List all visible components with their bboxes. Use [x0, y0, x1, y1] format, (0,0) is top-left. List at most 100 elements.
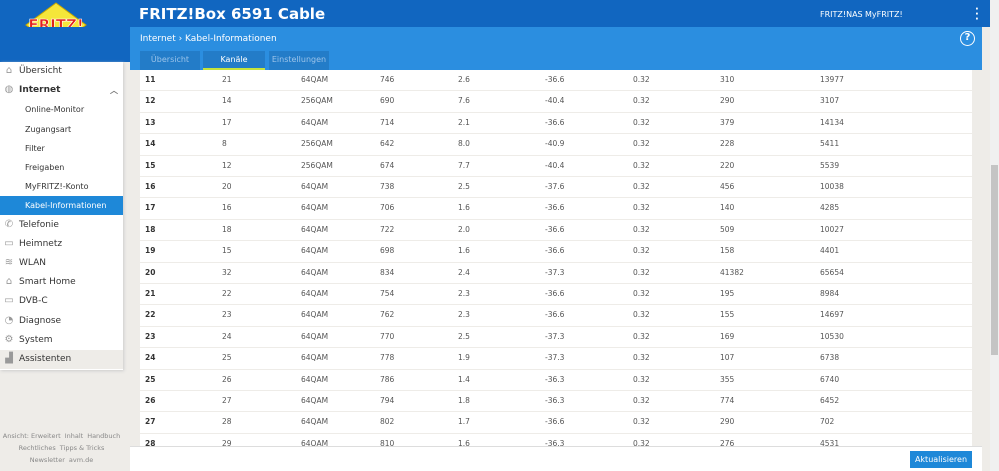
table-cell: 65654	[820, 267, 844, 277]
sidebar-item-freigaben[interactable]: Freigaben	[0, 158, 123, 177]
table-cell: 0.32	[633, 438, 650, 448]
tab-einstellungen[interactable]: Einstellungen	[269, 51, 329, 70]
table-cell: 26	[222, 374, 232, 384]
sidebar-item-internet[interactable]: ◍ Internet ︿	[0, 81, 123, 100]
table-row: 27 28 64QAM 802 1.7 -36.6 0.32 290 702	[140, 412, 972, 434]
chevron-up-icon[interactable]: ︿	[110, 86, 118, 96]
scrollbar[interactable]	[990, 0, 999, 471]
footer-link[interactable]: Tipps & Tricks	[59, 444, 105, 452]
sidebar-item-label: MyFRITZ!-Konto	[25, 182, 89, 192]
table-cell: 355	[720, 374, 735, 384]
fritznas-link[interactable]: FRITZ!NAS	[820, 10, 863, 19]
table-cell: 8984	[820, 289, 840, 298]
sidebar-item-label: Assistenten	[19, 354, 72, 364]
table-row: 25 26 64QAM 786 1.4 -36.3 0.32 355 6740	[140, 370, 972, 391]
table-cell: 2.4	[458, 267, 470, 277]
table-cell: 834	[380, 267, 395, 277]
scrollbar-thumb[interactable]	[991, 165, 998, 355]
table-row: 11 21 64QAM 746 2.6 -36.6 0.32 310 13977	[140, 70, 972, 92]
table-cell: 1.6	[458, 203, 470, 213]
footer-link[interactable]: Inhalt	[64, 432, 84, 440]
table-cell: -36.6	[545, 203, 565, 213]
table-cell: 2.6	[458, 75, 470, 84]
table-cell: 8.0	[458, 139, 470, 149]
table-cell: 15	[222, 246, 232, 256]
table-row: 17 16 64QAM 706 1.6 -36.6 0.32 140 4285	[140, 198, 972, 220]
table-cell: 64QAM	[301, 267, 329, 277]
sidebar-item-wlan[interactable]: ≋ WLAN	[0, 254, 123, 273]
table-cell: 6740	[820, 374, 840, 384]
table-cell: -36.6	[545, 75, 565, 84]
footer-link[interactable]: avm.de	[68, 456, 94, 464]
table-cell: 64QAM	[301, 246, 329, 256]
table-cell: 0.32	[633, 289, 650, 298]
table-cell: -40.4	[545, 160, 565, 170]
diagnose-icon: ◔	[4, 314, 14, 326]
sidebar-item-label: Freigaben	[25, 163, 65, 172]
tv-icon: ▭	[4, 295, 14, 307]
sidebar-item-kabel-informationen[interactable]: Kabel-Informationen	[0, 196, 123, 216]
table-cell: 20	[145, 267, 156, 277]
table-cell: -36.6	[545, 224, 565, 234]
smart-home-icon: ⌂	[5, 276, 13, 288]
table-cell: -36.6	[545, 310, 565, 320]
page-title: FRITZ!Box 6591 Cable	[139, 5, 326, 23]
table-cell: -37.6	[545, 182, 565, 191]
tab-uebersicht[interactable]: Übersicht	[140, 51, 200, 70]
sidebar-item-zugangsart[interactable]: Zugangsart	[0, 120, 123, 139]
table-cell: 23	[222, 310, 232, 320]
table-cell: 794	[380, 396, 395, 405]
table-cell: 14	[222, 96, 232, 106]
sidebar-item-filter[interactable]: Filter	[0, 139, 123, 158]
myfritz-link[interactable]: MyFRITZ!	[865, 10, 903, 19]
table-cell: 10027	[820, 224, 844, 234]
sidebar-item-label: Smart Home	[19, 277, 76, 288]
wizard-icon: ▟	[5, 353, 13, 364]
table-cell: 0.32	[633, 160, 650, 170]
help-icon[interactable]: ?	[960, 31, 975, 46]
table-cell: 28	[222, 417, 232, 427]
table-cell: 7.6	[458, 96, 470, 106]
table-cell: 674	[380, 160, 395, 170]
footer-link[interactable]: Rechtliches	[18, 444, 56, 452]
sidebar-item--bersicht[interactable]: ⌂ Übersicht	[0, 62, 123, 81]
sidebar-item-label: Heimnetz	[19, 238, 63, 249]
update-button[interactable]: Aktualisieren	[910, 451, 972, 468]
tab-kanaele[interactable]: Kanäle	[203, 51, 265, 70]
table-cell: 3107	[820, 96, 840, 106]
table-cell: -36.6	[545, 417, 565, 427]
table-cell: -36.3	[545, 374, 565, 384]
table-cell: 276	[720, 438, 735, 448]
table-cell: 509	[720, 224, 735, 234]
table-cell: 1.6	[458, 438, 470, 448]
sidebar-item-online-monitor[interactable]: Online-Monitor	[0, 100, 123, 119]
sidebar-item-heimnetz[interactable]: ▭ Heimnetz	[0, 235, 123, 254]
table-cell: -36.6	[545, 289, 565, 298]
gear-icon: ⚙	[4, 333, 14, 345]
sidebar-item-telefonie[interactable]: ✆ Telefonie	[0, 216, 123, 235]
table-cell: -40.4	[545, 96, 565, 106]
table-row: 20 32 64QAM 834 2.4 -37.3 0.32 41382 65654	[140, 263, 972, 284]
more-menu-icon[interactable]: · · ·	[975, 4, 979, 25]
phone-icon: ✆	[4, 218, 14, 230]
sidebar-item-system[interactable]: ⚙ System	[0, 331, 123, 350]
footer-link[interactable]: Ansicht: Erweitert	[2, 432, 61, 440]
table-cell: 27	[145, 417, 156, 427]
table-cell: 64QAM	[301, 224, 329, 234]
table-cell: 0.32	[633, 203, 650, 213]
sidebar-item-myfritz-konto[interactable]: MyFRITZ!-Konto	[0, 177, 123, 196]
footer-link[interactable]: Newsletter	[29, 456, 65, 464]
footer-link[interactable]: Handbuch	[87, 432, 121, 440]
table-cell: 12	[145, 96, 156, 106]
table-cell: 64QAM	[301, 289, 329, 298]
table-cell: 778	[380, 353, 395, 363]
table-row: 12 14 256QAM 690 7.6 -40.4 0.32 290 3107	[140, 91, 972, 113]
table-cell: -36.3	[545, 396, 565, 405]
sidebar-item-diagnose[interactable]: ◔ Diagnose	[0, 312, 123, 331]
table-cell: 27	[222, 396, 232, 405]
sidebar-item-smart-home[interactable]: ⌂ Smart Home	[0, 273, 123, 292]
sidebar-item-dvb-c[interactable]: ▭ DVB-C	[0, 292, 123, 311]
sidebar-item-assistenten[interactable]: ▟ Assistenten	[0, 350, 123, 369]
table-cell: 2.1	[458, 117, 470, 127]
breadcrumb: Internet › Kabel-Informationen	[140, 34, 277, 44]
